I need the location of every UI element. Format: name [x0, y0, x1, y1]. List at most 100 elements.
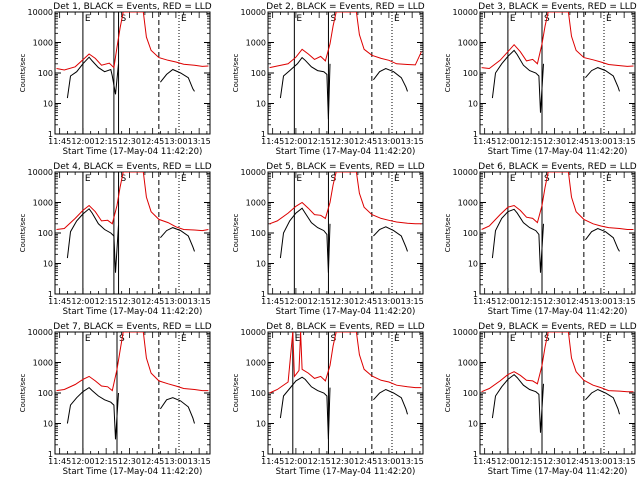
series-line-events	[279, 376, 331, 440]
series-line-lld	[269, 12, 422, 69]
x-tick-label: 12:45	[354, 137, 377, 146]
x-tick-label: 12:45	[141, 457, 164, 466]
panel-title: Det 1, BLACK = Events, RED = LLD	[53, 2, 212, 12]
x-tick-label: 12:45	[566, 137, 589, 146]
y-tick-label: 10	[43, 420, 53, 429]
x-tick-label: 12:30	[118, 137, 141, 146]
time-marker-label: S	[121, 14, 127, 24]
x-tick-label: 13:15	[401, 457, 424, 466]
y-tick-label: 1	[473, 290, 478, 299]
detector-panel-3: Det 3, BLACK = Events, RED = LLD 1 10 100 10…	[444, 2, 637, 157]
detector-panel-7: Det 7, BLACK = Events, RED = LLD 1 10 100 10…	[19, 322, 212, 477]
time-marker-label: E	[181, 14, 187, 24]
time-marker-label: E	[394, 14, 400, 24]
x-tick-label: 12:00	[284, 137, 307, 146]
time-marker-label: E	[295, 334, 301, 344]
series-line-events	[66, 386, 119, 440]
x-axis-label: Start Time (17-May-04 11:42:20)	[488, 147, 628, 157]
y-axis-label: Counts/sec	[444, 374, 452, 413]
y-tick-label: 1	[473, 130, 478, 139]
x-tick-label: 13:00	[589, 297, 612, 306]
x-tick-label: 13:15	[613, 297, 636, 306]
x-tick-label: 12:00	[71, 457, 94, 466]
series-line-events	[279, 207, 331, 273]
y-tick-label: 1000	[246, 199, 266, 208]
y-tick-label: 1000	[458, 39, 478, 48]
y-axis-label: Counts/sec	[232, 214, 240, 253]
series-line-events	[160, 68, 195, 92]
plot-frame	[54, 11, 211, 135]
panel-title: Det 9, BLACK = Events, RED = LLD	[478, 322, 637, 332]
series-line-lld	[56, 172, 209, 232]
detector-panel-8: Det 8, BLACK = Events, RED = LLD 1 10 100 10…	[232, 322, 425, 477]
x-tick-label: 11:45	[48, 457, 71, 466]
y-tick-label: 10000	[453, 328, 478, 337]
x-axis-label: Start Time (17-May-04 11:42:20)	[63, 467, 203, 477]
x-tick-label: 12:15	[308, 297, 331, 306]
y-tick-label: 1	[261, 130, 266, 139]
y-tick-label: 10000	[241, 328, 266, 337]
x-tick-label: 12:45	[354, 457, 377, 466]
series-group	[269, 172, 422, 273]
y-tick-label: 1000	[246, 359, 266, 368]
x-tick-label: 12:00	[71, 297, 94, 306]
series-line-events	[373, 226, 408, 252]
x-axis-label: Start Time (17-May-04 11:42:20)	[63, 147, 203, 157]
x-tick-label: 12:30	[331, 457, 354, 466]
x-tick-label: 13:15	[401, 297, 424, 306]
y-axis-label: Counts/sec	[232, 374, 240, 413]
x-tick-label: 12:30	[118, 297, 141, 306]
panel-title: Det 3, BLACK = Events, RED = LLD	[478, 2, 637, 12]
y-tick-label: 10	[256, 420, 266, 429]
x-tick-label: 12:15	[520, 137, 543, 146]
time-marker-label: E	[296, 14, 302, 24]
x-axis-label: Start Time (17-May-04 11:42:20)	[276, 307, 416, 317]
y-tick-label: 10000	[453, 168, 478, 177]
series-group	[481, 12, 634, 113]
time-marker-label: E	[606, 174, 612, 184]
y-tick-label: 10	[256, 100, 266, 109]
panel-title: Det 5, BLACK = Events, RED = LLD	[266, 162, 425, 172]
series-line-lld	[481, 172, 634, 230]
panel-title: Det 4, BLACK = Events, RED = LLD	[53, 162, 212, 172]
x-tick-label: 12:00	[496, 137, 519, 146]
y-tick-label: 100	[251, 229, 266, 238]
y-axis-label: Counts/sec	[232, 54, 240, 93]
x-tick-label: 11:45	[48, 137, 71, 146]
y-tick-label: 1000	[33, 359, 53, 368]
plot-frame	[267, 11, 424, 135]
x-tick-label: 13:00	[164, 457, 187, 466]
series-group	[269, 332, 422, 440]
y-tick-label: 1	[48, 450, 53, 459]
x-axis-label: Start Time (17-May-04 11:42:20)	[276, 147, 416, 157]
series-group	[56, 12, 209, 99]
x-tick-label: 12:30	[331, 137, 354, 146]
y-tick-label: 1	[48, 130, 53, 139]
time-marker-label: E	[85, 174, 91, 184]
series-line-events	[491, 49, 544, 113]
y-tick-label: 100	[38, 69, 53, 78]
series-line-lld	[56, 332, 209, 392]
x-tick-label: 12:15	[308, 137, 331, 146]
y-tick-label: 100	[251, 69, 266, 78]
time-marker-label: E	[181, 334, 187, 344]
y-tick-label: 1	[261, 290, 266, 299]
time-marker-label: E	[394, 174, 400, 184]
series-line-events	[585, 388, 620, 415]
y-tick-label: 10	[43, 100, 53, 109]
y-tick-label: 10000	[241, 168, 266, 177]
plot-frame	[479, 171, 636, 295]
x-tick-label: 12:45	[141, 297, 164, 306]
panel-title: Det 7, BLACK = Events, RED = LLD	[53, 322, 212, 332]
x-tick-label: 12:30	[543, 457, 566, 466]
x-tick-label: 12:00	[284, 297, 307, 306]
x-tick-label: 11:45	[473, 297, 496, 306]
series-line-lld	[481, 332, 634, 393]
series-line-events	[491, 373, 544, 433]
y-axis-label: Counts/sec	[444, 214, 452, 253]
series-line-lld	[269, 332, 422, 394]
y-tick-label: 10000	[453, 8, 478, 17]
y-tick-label: 1000	[33, 199, 53, 208]
